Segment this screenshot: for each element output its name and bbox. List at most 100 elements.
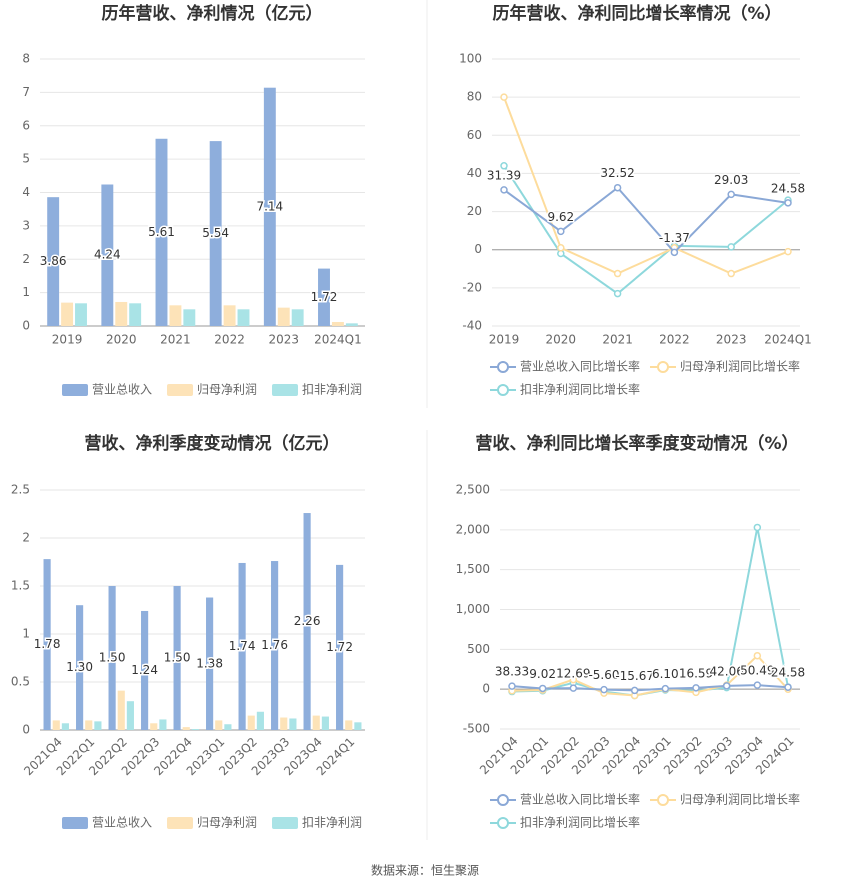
y-tick-label: 2,500: [456, 483, 490, 497]
y-tick-label: 20: [467, 204, 482, 218]
value-label: 38.33: [495, 665, 529, 679]
y-tick-label: 4: [22, 185, 30, 199]
bar: [182, 727, 190, 730]
value-label: 12.69: [556, 667, 590, 681]
value-label: 16.59: [679, 666, 713, 680]
line: [503, 186, 789, 254]
bar: [173, 586, 181, 730]
value-label: 1.50: [164, 651, 191, 665]
y-tick-label: 2: [22, 531, 30, 545]
legend-label: 扣非净利润同比增长率: [520, 815, 640, 830]
value-label: -5.60: [588, 668, 619, 682]
legend-label: 归母净利润同比增长率: [680, 359, 800, 374]
value-label: 32.52: [600, 166, 634, 180]
bar: [209, 141, 222, 326]
value-label: 6.10: [652, 667, 679, 681]
legend-label: 归母净利润同比增长率: [680, 792, 800, 807]
bar: [129, 303, 142, 326]
y-tick-label: 0.5: [11, 675, 30, 689]
point: [722, 682, 731, 690]
legend-marker: [272, 384, 298, 396]
value-label: -1.37: [659, 231, 690, 245]
y-tick-label: 3: [22, 218, 30, 232]
legend-marker: [167, 817, 193, 829]
y-tick-label: -20: [462, 280, 482, 294]
value-label: 9.62: [547, 210, 574, 224]
legend-marker: [657, 361, 669, 373]
bar: [76, 605, 84, 730]
value-label: 1.38: [196, 656, 223, 670]
x-tick-label: 2021: [602, 333, 633, 347]
point: [538, 684, 547, 693]
legend-label: 归母净利润: [197, 383, 257, 397]
bar: [291, 309, 304, 326]
y-tick-label: 2,000: [456, 522, 490, 536]
bar: [345, 720, 353, 730]
value-label: 24.58: [771, 181, 805, 195]
bar: [141, 610, 149, 730]
value-label: 42.06: [709, 664, 743, 678]
legend-marker: [657, 794, 669, 806]
x-tick-label: 2023: [716, 333, 747, 347]
point: [692, 684, 700, 692]
legend-label: 营业总收入同比增长率: [520, 359, 640, 374]
bar: [331, 321, 344, 326]
point: [784, 683, 792, 691]
bar: [61, 723, 69, 730]
bar: [277, 307, 290, 326]
point: [727, 269, 735, 278]
y-tick-label: 5: [22, 152, 30, 166]
point: [557, 227, 565, 236]
bar: [159, 719, 167, 730]
y-tick-label: 1: [22, 285, 30, 299]
bar: [289, 718, 297, 730]
value-label: 1.74: [229, 639, 256, 653]
legend-label: 营业总收入: [92, 383, 152, 397]
x-tick-label: 2019: [489, 333, 520, 347]
y-tick-label: -40: [462, 319, 482, 333]
bar: [336, 564, 344, 730]
bar: [237, 309, 250, 326]
line: [503, 96, 789, 275]
bar: [61, 302, 74, 326]
point: [508, 682, 516, 690]
legend-marker: [62, 817, 88, 829]
y-tick-label: 1: [22, 627, 30, 641]
bar: [256, 711, 264, 730]
x-tick-label: 2022: [214, 333, 245, 347]
bar: [126, 701, 134, 730]
legend-label: 扣非净利润: [302, 816, 362, 830]
value-label: 3.86: [40, 254, 67, 268]
y-tick-label: 2: [22, 252, 30, 266]
value-label: 9.02: [529, 667, 556, 681]
line: [511, 654, 789, 697]
legend-marker: [497, 794, 509, 806]
bar: [75, 303, 87, 326]
bar: [321, 716, 329, 730]
y-tick-label: -500: [463, 722, 490, 736]
point: [753, 681, 762, 689]
point: [613, 269, 622, 278]
point: [630, 686, 639, 695]
y-tick-label: 6: [22, 118, 30, 132]
x-tick-label: 2019: [52, 333, 83, 347]
value-label: 24.58: [771, 666, 805, 680]
legend-marker: [62, 384, 88, 396]
value-label: 5.54: [202, 226, 229, 240]
bar: [318, 268, 330, 326]
value-label: 50.49: [740, 664, 774, 678]
x-tick-label: 2024Q1: [314, 333, 362, 347]
value-label: 31.39: [487, 168, 521, 182]
chart-title: 历年营收、净利同比增长率情况（%）: [492, 3, 781, 24]
point: [727, 243, 735, 251]
value-label: 1.78: [34, 637, 61, 651]
y-tick-label: 1.5: [11, 579, 30, 593]
bar: [94, 721, 102, 730]
bar: [345, 323, 358, 326]
bar: [191, 729, 199, 730]
point: [500, 162, 508, 170]
legend-label: 扣非净利润: [302, 383, 362, 397]
y-tick-label: 60: [467, 128, 482, 142]
bar: [247, 715, 255, 730]
